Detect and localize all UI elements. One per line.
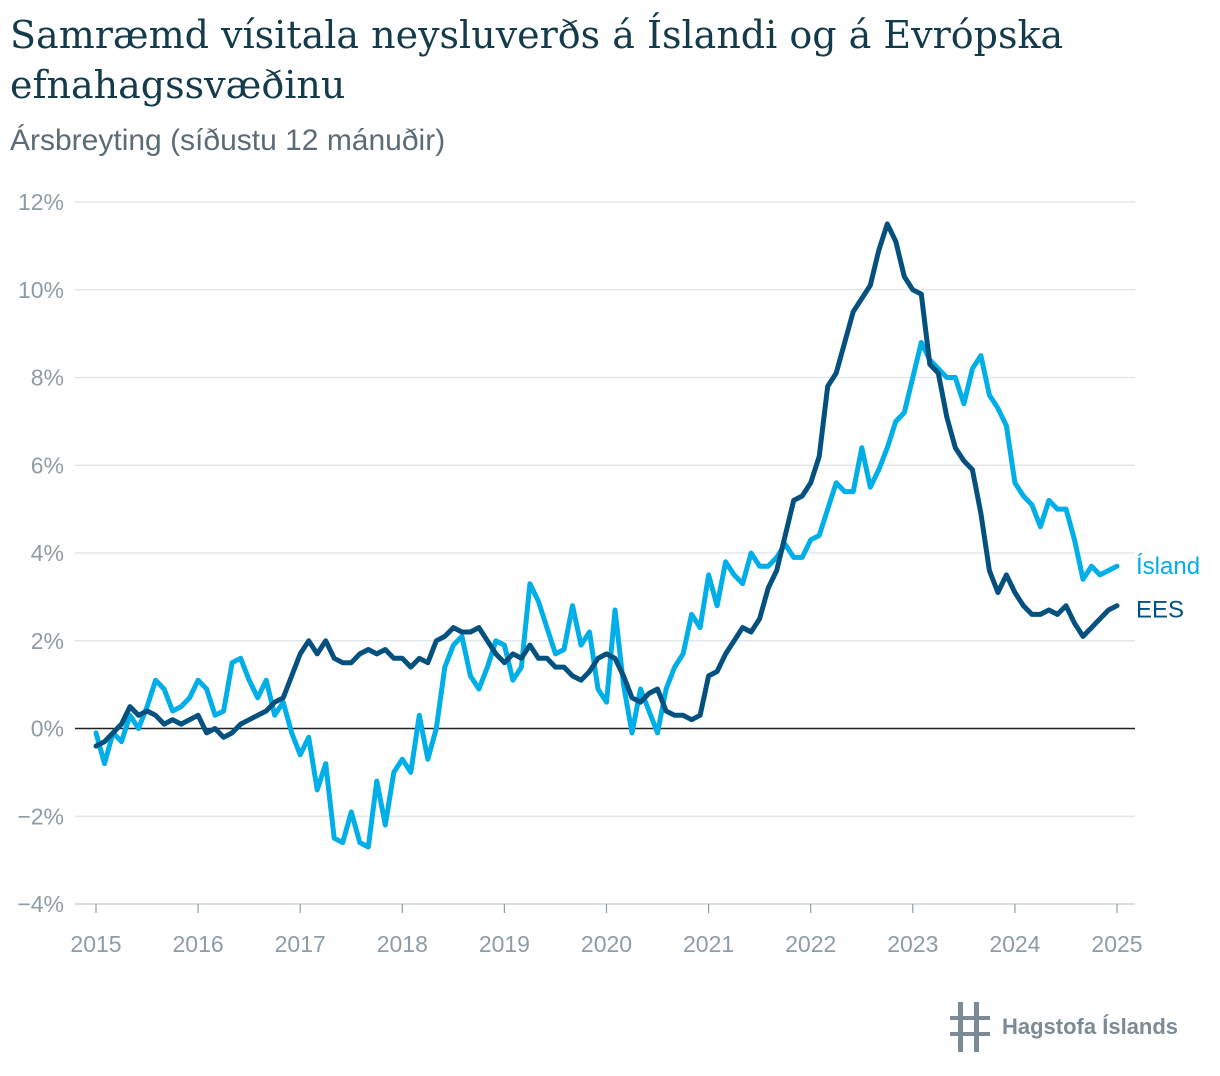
y-tick-label: 2% [31,628,64,654]
y-tick-label: −4% [17,891,64,917]
x-axis: 2015 2016 2017 2018 2019 2020 2021 2022 2023 2024… [70,903,1143,957]
series-line-island [93,339,1120,850]
x-tick-label: 2017 [275,931,326,957]
x-tick-label: 2016 [173,931,224,957]
x-tick-label: 2025 [1091,931,1142,957]
series-lines [93,221,1120,850]
logo-text: Hagstofa Íslands [1002,1014,1179,1039]
series-label-island: Ísland [1136,553,1200,580]
y-tick-labels: 12% 10% 8% 6% 4% 2% 0% −2% −4% [17,189,64,917]
x-tick-label: 2020 [581,931,632,957]
hagstofa-logo-icon [950,1002,990,1052]
chart-subtitle: Ársbreyting (síðustu 12 mánuðir) [10,124,446,157]
grid-layer [75,201,1135,905]
line-chart: 12%10%8%6%4%2%0%−2%−4% 2015 2016 2017 2018 2… [17,189,1200,957]
chart-title: Samræmd vísitala neysluverðs á Íslandi o… [10,13,1064,107]
x-tick-label: 2015 [70,931,121,957]
x-tick-label: 2023 [887,931,938,957]
y-tick-label: 4% [31,540,64,566]
series-labels: Ísland EES [1136,553,1200,623]
series-label-ees: EES [1136,597,1184,624]
hagstofa-logo: Hagstofa Íslands [950,1000,1178,1054]
x-tick-label: 2024 [989,931,1040,957]
y-tick-label: 6% [31,452,64,478]
y-tick-label: 8% [31,365,64,391]
y-tick-label: −2% [17,803,64,829]
y-tick-label: 0% [31,716,64,742]
x-tick-label: 2022 [785,931,836,957]
x-tick-label: 2018 [377,931,428,957]
x-tick-label: 2019 [479,931,530,957]
y-tick-label: 12% [18,189,64,215]
x-tick-label: 2021 [683,931,734,957]
y-tick-label: 10% [18,277,64,303]
series-line-ees [93,221,1120,749]
